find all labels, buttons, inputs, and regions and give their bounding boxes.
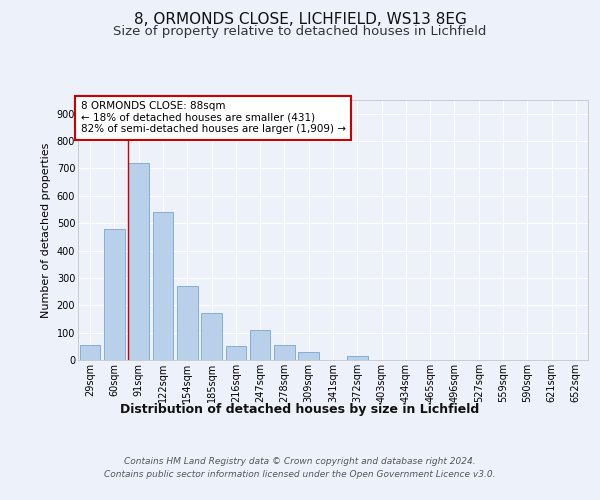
- Bar: [152, 212, 173, 360]
- Bar: [347, 356, 368, 360]
- Y-axis label: Number of detached properties: Number of detached properties: [41, 142, 51, 318]
- Bar: [298, 352, 319, 360]
- Bar: [177, 286, 197, 360]
- Text: 8, ORMONDS CLOSE, LICHFIELD, WS13 8EG: 8, ORMONDS CLOSE, LICHFIELD, WS13 8EG: [134, 12, 466, 28]
- Bar: [250, 330, 271, 360]
- Text: Size of property relative to detached houses in Lichfield: Size of property relative to detached ho…: [113, 25, 487, 38]
- Bar: [274, 345, 295, 360]
- Text: Distribution of detached houses by size in Lichfield: Distribution of detached houses by size …: [121, 402, 479, 415]
- Bar: [80, 345, 100, 360]
- Text: 8 ORMONDS CLOSE: 88sqm
← 18% of detached houses are smaller (431)
82% of semi-de: 8 ORMONDS CLOSE: 88sqm ← 18% of detached…: [80, 102, 346, 134]
- Bar: [104, 228, 125, 360]
- Text: Contains HM Land Registry data © Crown copyright and database right 2024.
Contai: Contains HM Land Registry data © Crown c…: [104, 458, 496, 479]
- Bar: [128, 163, 149, 360]
- Bar: [201, 314, 222, 360]
- Bar: [226, 346, 246, 360]
